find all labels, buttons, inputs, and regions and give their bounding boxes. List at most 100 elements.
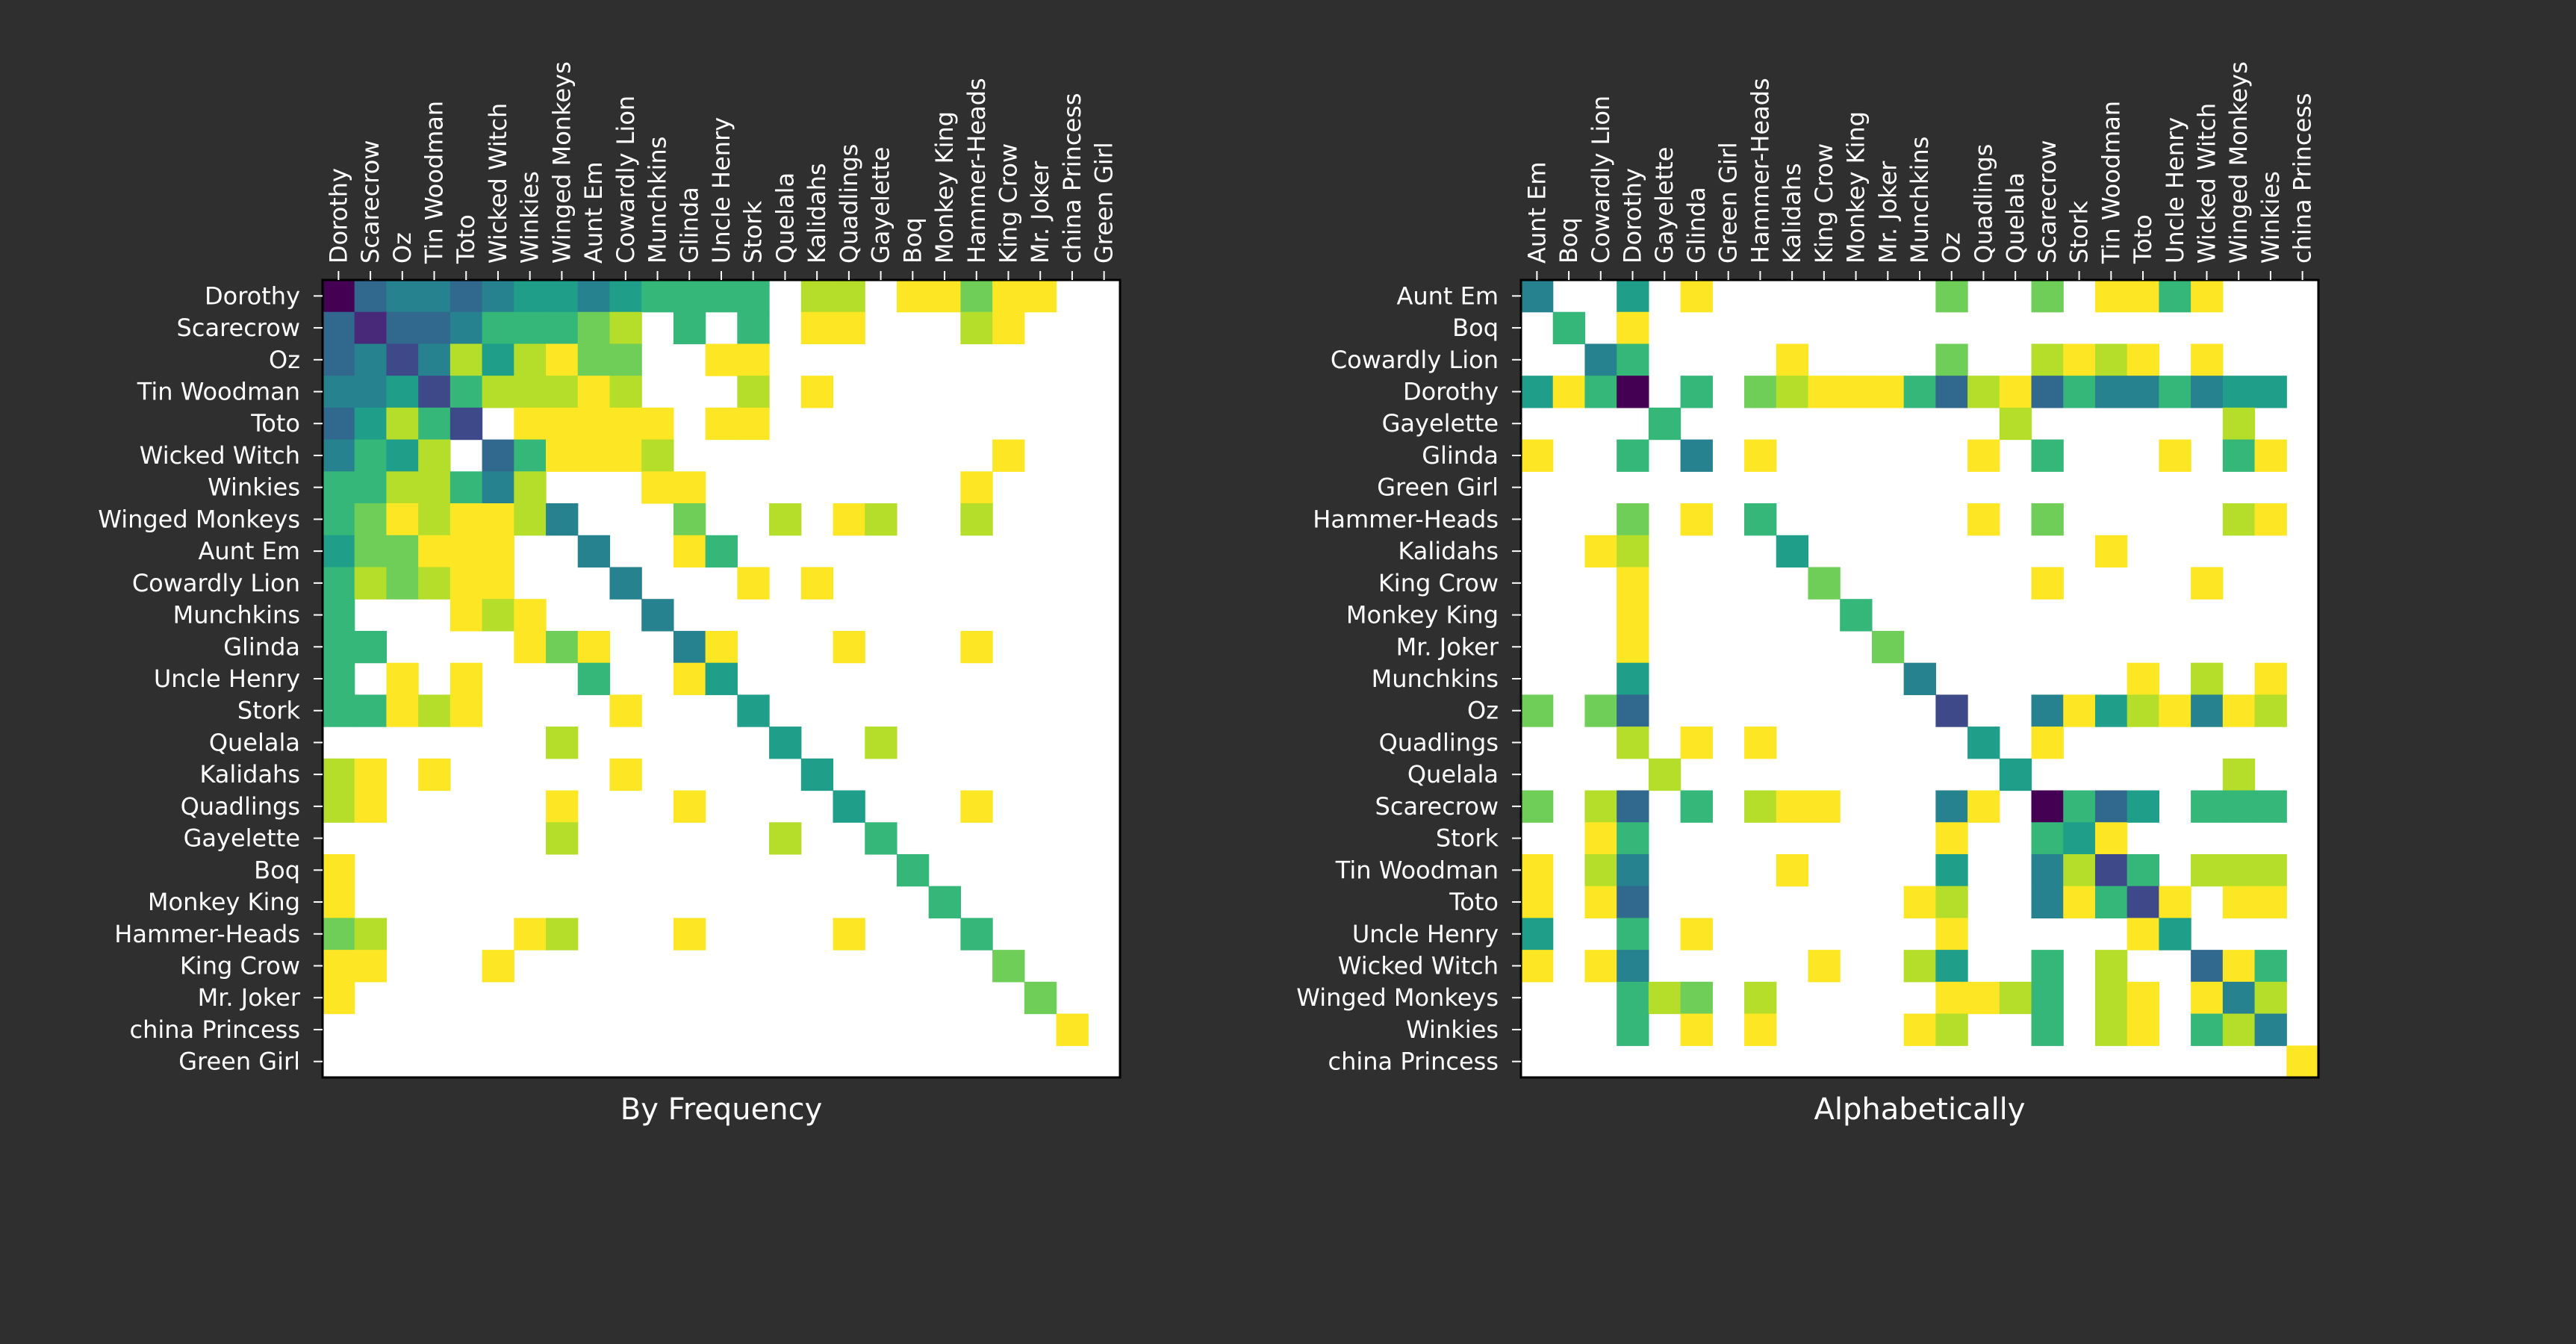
heatmap-cell	[2191, 853, 2224, 887]
y-tick-label-scarecrow: Scarecrow	[177, 314, 300, 342]
heatmap-cell	[2063, 694, 2096, 727]
heatmap-cell	[354, 567, 388, 600]
heatmap-cell	[1617, 280, 1649, 313]
heatmap-cell	[1999, 376, 2032, 408]
heatmap-cell	[1617, 918, 1649, 951]
heatmap-cell	[2159, 886, 2191, 918]
heatmap-cell	[1617, 950, 1649, 983]
heatmap-cell	[323, 376, 355, 408]
heatmap-cell	[1808, 950, 1841, 983]
heatmap-cell	[1967, 790, 2000, 823]
heatmap-cell	[1935, 376, 1968, 408]
y-tick-label-aunt-em: Aunt Em	[198, 537, 300, 565]
heatmap-cell	[1935, 822, 1968, 855]
heatmap-cell	[2159, 694, 2191, 727]
x-tick-label-green-girl: Green Girl	[1714, 142, 1743, 264]
heatmap-cell	[2094, 694, 2128, 727]
heatmap-cell	[482, 950, 514, 983]
heatmap-cell	[514, 280, 547, 313]
x-tick-label-hammer-heads: Hammer-Heads	[1746, 78, 1774, 264]
heatmap-cell	[705, 662, 738, 695]
heatmap-cell	[609, 280, 642, 313]
heatmap-cell	[386, 439, 419, 472]
x-tick-label-mr-joker: Mr. Joker	[1026, 161, 1054, 264]
y-tick-label-munchkins: Munchkins	[1372, 665, 1499, 693]
heatmap-cell	[546, 790, 579, 823]
heatmap-cell	[1584, 790, 1617, 823]
heatmap-cell	[2254, 376, 2287, 408]
heatmap-cell	[1521, 918, 1554, 951]
heatmap-cell	[2127, 918, 2159, 951]
heatmap-cell	[577, 311, 611, 345]
heatmap-cell	[1584, 822, 1617, 855]
heatmap-cell	[514, 918, 547, 951]
heatmap-cell	[354, 503, 388, 536]
heatmap-cell	[737, 694, 770, 727]
heatmap-cell	[833, 311, 865, 345]
heatmap-cell	[992, 280, 1025, 313]
heatmap-cell	[641, 280, 674, 313]
x-axis-label: By Frequency	[620, 1092, 822, 1127]
y-tick-label-stork: Stork	[1436, 824, 1499, 853]
y-tick-label-monkey-king: Monkey King	[1346, 601, 1499, 629]
x-tick-label-oz: Oz	[1938, 232, 1966, 264]
y-tick-label-cowardly-lion: Cowardly Lion	[132, 569, 300, 597]
heatmap-cell	[1776, 343, 1809, 376]
heatmap-cell	[800, 758, 834, 791]
heatmap-cell	[546, 311, 579, 345]
heatmap-cell	[1903, 950, 1936, 983]
heatmap-cell	[1903, 662, 1936, 695]
heatmap-cell	[2222, 503, 2256, 536]
heatmap-cell	[2254, 790, 2287, 823]
heatmap-cell	[833, 630, 865, 664]
heatmap-cell	[1617, 439, 1649, 472]
heatmap-cell	[1808, 567, 1841, 600]
x-tick-label-china-princess: china Princess	[1058, 93, 1086, 264]
heatmap-cell	[1617, 853, 1649, 887]
heatmap-cell	[1521, 950, 1554, 983]
heatmap-cell	[449, 535, 483, 568]
heatmap-cell	[2031, 950, 2064, 983]
heatmap-cell	[2127, 694, 2159, 727]
heatmap-cell	[737, 280, 770, 313]
y-tick-label-wicked-witch: Wicked Witch	[1338, 951, 1499, 980]
heatmap-cell	[2191, 981, 2224, 1015]
heatmap-cell	[1617, 981, 1649, 1015]
x-tick-label-kalidahs: Kalidahs	[803, 163, 831, 264]
heatmap-cell	[2031, 503, 2064, 536]
heatmap-cell	[514, 376, 547, 408]
heatmap-cell	[928, 886, 961, 918]
heatmap-cell	[354, 790, 388, 823]
heatmap-cell	[577, 439, 611, 472]
y-tick-label-gayelette: Gayelette	[184, 824, 300, 853]
heatmap-cell	[705, 535, 738, 568]
heatmap-cell	[2063, 886, 2096, 918]
heatmap-cell	[386, 694, 419, 727]
heatmap-cell	[354, 280, 388, 313]
heatmap-cell	[323, 758, 355, 791]
x-tick-label-aunt-em: Aunt Em	[1522, 161, 1551, 264]
heatmap-cell	[546, 376, 579, 408]
heatmap-cell	[2127, 853, 2159, 887]
heatmap-cell	[673, 280, 706, 313]
y-tick-label-tin-woodman: Tin Woodman	[137, 378, 300, 406]
y-tick-label-winged-monkeys: Winged Monkeys	[98, 505, 300, 533]
heatmap-cell	[1617, 886, 1649, 918]
heatmap-cell	[577, 662, 611, 695]
heatmap-cell	[1935, 853, 1968, 887]
heatmap-cell	[482, 535, 514, 568]
heatmap-cell	[2127, 790, 2159, 823]
heatmap-cell	[800, 567, 834, 600]
heatmap-cell	[1521, 790, 1554, 823]
heatmap-cell	[1584, 950, 1617, 983]
heatmap-cell	[1967, 981, 2000, 1015]
heatmap-cell	[641, 407, 674, 441]
x-tick-label-uncle-henry: Uncle Henry	[707, 117, 735, 264]
heatmap-cell	[1744, 727, 1777, 759]
y-tick-label-scarecrow: Scarecrow	[1375, 792, 1499, 821]
heatmap-cell	[354, 694, 388, 727]
x-tick-label-quelala: Quelala	[2001, 172, 2029, 264]
heatmap-cell	[546, 822, 579, 855]
heatmap-cell	[1935, 886, 1968, 918]
heatmap-cell	[673, 311, 706, 345]
